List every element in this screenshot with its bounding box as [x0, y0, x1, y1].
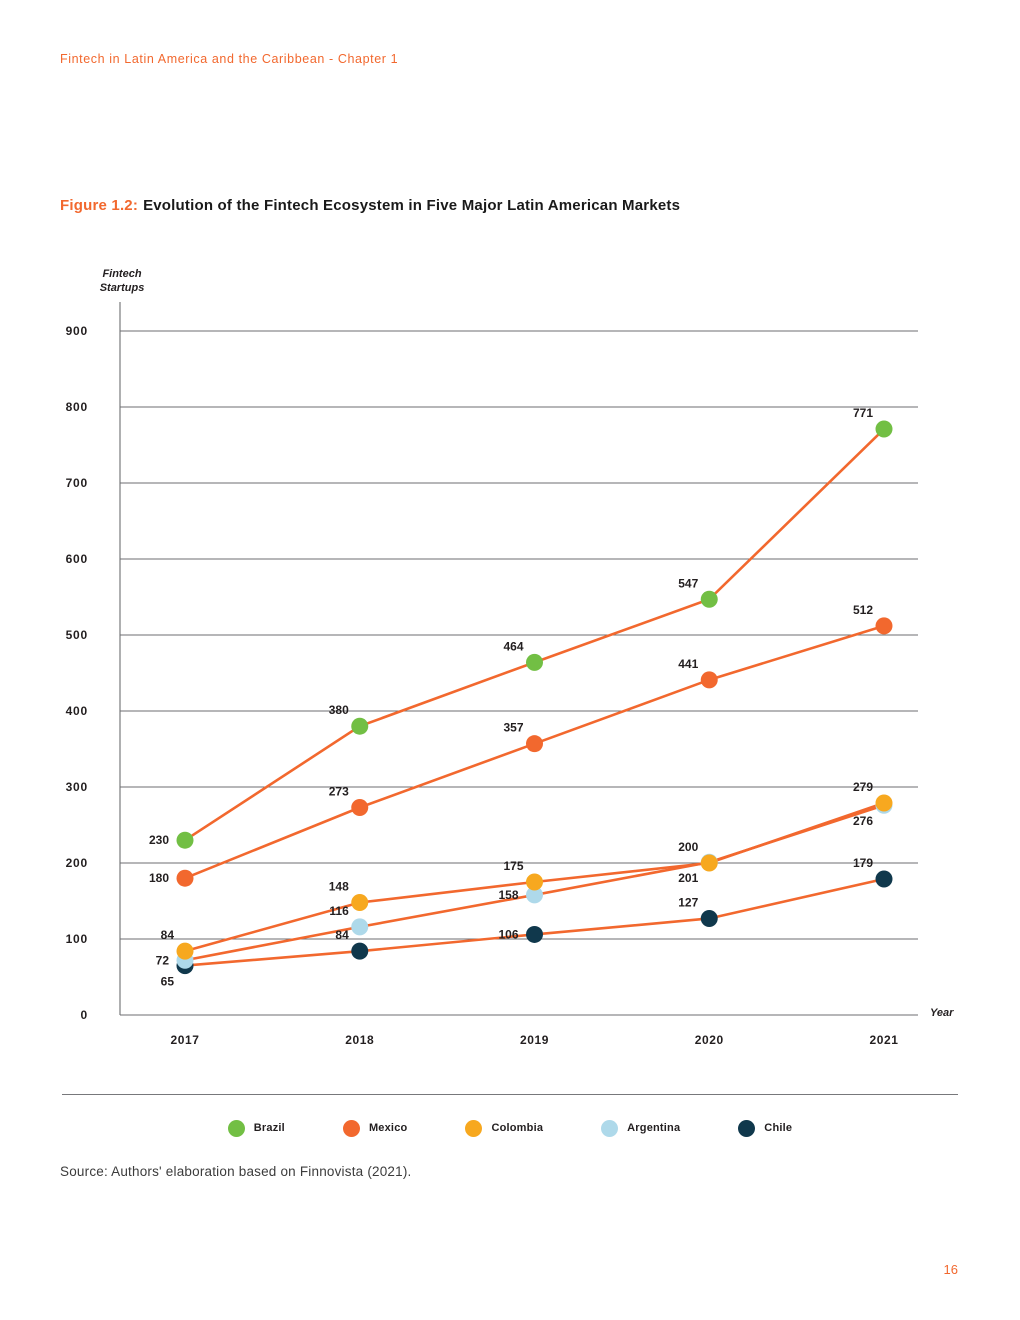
data-label-chile: 127	[678, 895, 698, 909]
data-label-colombia: 175	[503, 859, 523, 873]
y-tick-label: 200	[66, 856, 88, 870]
data-label-brazil: 230	[149, 833, 169, 847]
data-label-argentina: 72	[156, 953, 170, 967]
data-point-mexico	[700, 671, 718, 689]
data-label-mexico: 273	[329, 785, 349, 799]
data-label-colombia: 84	[161, 928, 175, 942]
legend-label-brazil: Brazil	[253, 1122, 285, 1134]
legend-label-colombia: Colombia	[491, 1122, 544, 1134]
legend-item-colombia: Colombia	[465, 1119, 544, 1137]
data-label-chile: 65	[161, 975, 175, 989]
data-point-mexico	[176, 869, 194, 887]
source-note: Source: Authors' elaboration based on Fi…	[60, 1164, 412, 1179]
data-point-chile	[700, 909, 718, 927]
y-tick-label: 800	[66, 400, 88, 414]
legend-item-argentina: Argentina	[601, 1119, 681, 1137]
y-tick-label: 500	[66, 628, 88, 642]
y-tick-label: 0	[81, 1008, 88, 1022]
data-point-mexico	[875, 617, 893, 635]
legend-label-mexico: Mexico	[368, 1122, 408, 1134]
y-tick-label: 700	[66, 476, 88, 490]
x-axis-title: Year	[930, 1007, 954, 1019]
figure-title: Figure 1.2: Evolution of the Fintech Ecos…	[60, 197, 680, 214]
y-tick-label: 600	[66, 552, 88, 566]
data-label-argentina: 158	[498, 888, 518, 902]
data-label-argentina: 201	[678, 871, 698, 885]
running-header: Fintech in Latin America and the Caribbe…	[60, 52, 399, 66]
data-label-mexico: 357	[503, 721, 523, 735]
y-tick-label: 400	[66, 704, 88, 718]
data-point-colombia	[875, 794, 893, 812]
legend-label-chile: Chile	[764, 1122, 793, 1134]
legend-item-brazil: Brazil	[227, 1119, 285, 1137]
x-tick-label: 2019	[520, 1033, 549, 1047]
data-label-colombia: 200	[678, 840, 698, 854]
data-label-chile: 106	[498, 927, 518, 941]
data-label-mexico: 180	[149, 871, 169, 885]
data-point-brazil	[526, 653, 543, 671]
data-point-brazil	[351, 717, 369, 735]
x-tick-label: 2017	[170, 1033, 199, 1047]
data-label-brazil: 547	[678, 576, 698, 590]
legend-item-chile: Chile	[738, 1119, 793, 1137]
chart-legend: Brazil Mexico Colombia Argentina Chile	[110, 1112, 910, 1144]
data-point-chile	[875, 870, 893, 888]
data-point-colombia	[351, 894, 369, 912]
data-point-brazil	[875, 420, 893, 438]
legend-marker-chile	[738, 1119, 756, 1137]
data-label-chile: 179	[853, 856, 873, 870]
divider-line	[62, 1094, 958, 1095]
x-tick-label: 2018	[345, 1033, 374, 1047]
data-label-brazil: 464	[503, 639, 523, 653]
x-tick-label: 2021	[869, 1033, 898, 1047]
y-axis-title: Fintech	[102, 268, 141, 280]
data-label-colombia: 279	[853, 780, 873, 794]
y-tick-label: 100	[66, 932, 88, 946]
data-point-mexico	[351, 799, 369, 817]
y-axis-title: Startups	[100, 282, 145, 294]
figure-title-text: Evolution of the Fintech Ecosystem in Fi…	[143, 197, 681, 214]
data-point-brazil	[700, 590, 718, 608]
data-label-colombia: 148	[329, 880, 349, 894]
data-label-brazil: 771	[853, 406, 873, 420]
y-tick-label: 300	[66, 780, 88, 794]
data-label-argentina: 276	[853, 814, 873, 828]
legend-marker-mexico	[342, 1119, 360, 1137]
data-point-brazil	[176, 831, 194, 849]
data-point-chile	[526, 925, 543, 943]
data-point-argentina	[351, 918, 369, 936]
data-label-argentina: 116	[329, 904, 349, 918]
legend-marker-colombia	[465, 1119, 483, 1137]
page-number: 16	[943, 1262, 958, 1277]
legend-label-argentina: Argentina	[627, 1122, 681, 1134]
y-tick-label: 900	[66, 324, 88, 338]
data-label-chile: 84	[335, 928, 349, 942]
data-point-mexico	[526, 735, 543, 753]
data-point-chile	[351, 942, 369, 960]
legend-marker-brazil	[227, 1119, 245, 1137]
legend-marker-argentina	[601, 1119, 619, 1137]
data-point-colombia	[700, 854, 718, 872]
figure-label: Figure 1.2:	[60, 197, 139, 214]
data-point-colombia	[526, 873, 543, 891]
data-point-colombia	[176, 942, 194, 960]
data-label-brazil: 380	[329, 703, 349, 717]
x-tick-label: 2020	[695, 1033, 724, 1047]
legend-item-mexico: Mexico	[342, 1119, 408, 1137]
data-label-mexico: 441	[678, 657, 698, 671]
data-label-mexico: 512	[853, 603, 873, 617]
data-point-argentina	[526, 886, 543, 904]
